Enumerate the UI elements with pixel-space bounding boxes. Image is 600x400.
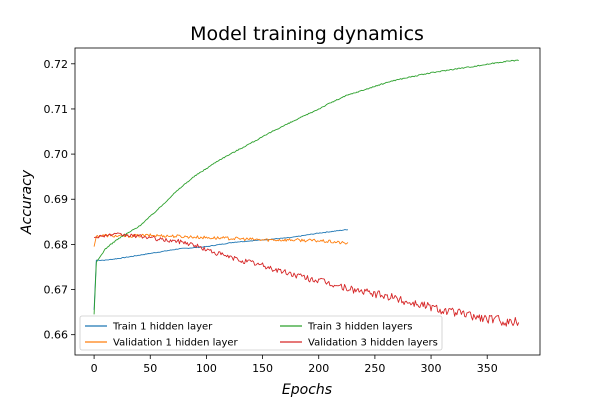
y-axis-label: Accuracy [19, 169, 35, 235]
y-tick-label: 0.72 [44, 58, 69, 71]
legend: Train 1 hidden layer Validation 1 hidden … [79, 315, 443, 351]
x-tick-label: 50 [143, 362, 157, 375]
y-tick-label: 0.67 [44, 284, 69, 297]
y-tick-label: 0.66 [44, 329, 69, 342]
x-tick-label: 300 [421, 362, 442, 375]
legend-box [79, 315, 443, 351]
y-tick-label: 0.70 [44, 148, 69, 161]
y-tick-label: 0.69 [44, 193, 69, 206]
series-line-train-3-hidden-layers [93, 59, 519, 315]
y-tick-label: 0.68 [44, 238, 69, 251]
series-line-validation-1-hidden-layer [93, 233, 349, 247]
legend-label-train-3-hidden-layers: Train 3 hidden layers [307, 322, 413, 333]
plot-frame [74, 47, 541, 356]
x-tick-label: 350 [477, 362, 498, 375]
y-axis: 0.66 0.67 0.68 0.69 0.70 0.71 0.72 [44, 58, 75, 342]
plot-area [93, 59, 520, 327]
x-axis-label: Epochs [282, 382, 332, 398]
series-line-validation-3-hidden-layers [93, 232, 520, 327]
series-line-train-1-hidden-layer [93, 229, 349, 310]
x-tick-label: 200 [308, 362, 329, 375]
legend-label-validation-3-hidden-layers: Validation 3 hidden layers [308, 338, 438, 349]
x-tick-label: 150 [252, 362, 273, 375]
x-tick-label: 250 [364, 362, 385, 375]
x-tick-label: 100 [196, 362, 217, 375]
chart-title: Model training dynamics [190, 23, 424, 45]
legend-label-validation-1-hidden-layer: Validation 1 hidden layer [113, 338, 239, 349]
x-axis: 0 50 100 150 200 250 300 350 [91, 355, 498, 375]
x-tick-label: 0 [91, 362, 98, 375]
y-tick-label: 0.71 [44, 103, 69, 116]
legend-label-train-1-hidden-layer: Train 1 hidden layer [112, 322, 213, 333]
